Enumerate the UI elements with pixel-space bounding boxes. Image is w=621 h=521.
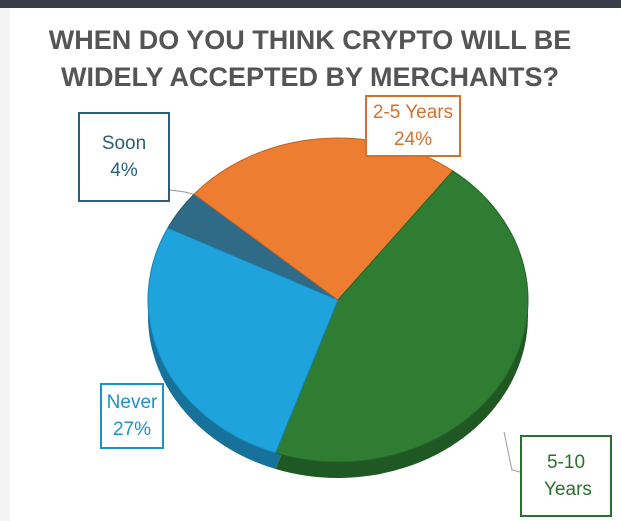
label-value: 24%	[393, 129, 433, 150]
data-label: Never 27%	[100, 383, 164, 449]
data-label: Soon 4%	[78, 112, 170, 202]
label-category: Never	[106, 392, 158, 413]
slice	[274, 170, 529, 463]
top-bar	[0, 0, 621, 8]
leader-line	[503, 431, 521, 473]
label-category: 2-5 Years	[372, 102, 454, 123]
label-value: 27%	[112, 419, 152, 440]
pie-top	[147, 137, 529, 463]
slice	[147, 227, 339, 454]
label-category: 5-10 Years	[544, 452, 592, 500]
data-label: 2-5 Years 24%	[365, 95, 461, 157]
data-label: 5-10 Years	[520, 435, 612, 517]
label-value: 4%	[110, 160, 138, 181]
label-category: Soon	[101, 133, 147, 154]
chart-title: WHEN DO YOU THINK CRYPTO WILL BE WIDELY …	[48, 25, 572, 92]
